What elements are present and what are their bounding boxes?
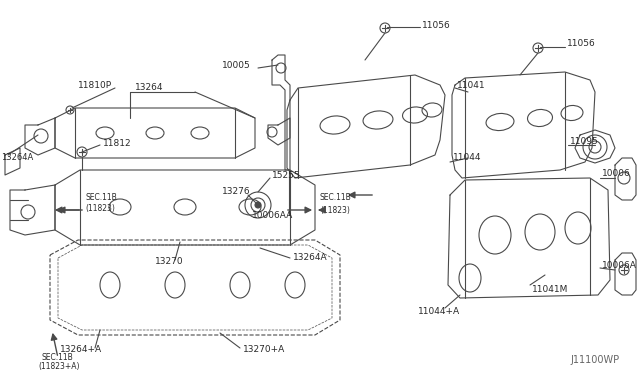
Text: 11044: 11044 (453, 154, 481, 163)
Text: 11056: 11056 (567, 39, 596, 48)
Text: 11812: 11812 (103, 138, 132, 148)
Text: 11044+A: 11044+A (418, 308, 460, 317)
Text: 11041: 11041 (457, 80, 486, 90)
Circle shape (255, 202, 261, 208)
Text: (11823): (11823) (320, 205, 350, 215)
Text: SEC.11B: SEC.11B (42, 353, 74, 362)
Text: J11100WP: J11100WP (570, 355, 619, 365)
Text: SEC.11B: SEC.11B (85, 193, 116, 202)
Text: 13276: 13276 (222, 187, 251, 196)
Text: 10005: 10005 (222, 61, 251, 71)
Text: 13264: 13264 (135, 83, 163, 92)
Text: 13270+A: 13270+A (243, 346, 285, 355)
Text: 11041M: 11041M (532, 285, 568, 295)
Text: 11810P: 11810P (78, 80, 112, 90)
Text: (11823+A): (11823+A) (38, 362, 79, 371)
Text: 13264+A: 13264+A (60, 346, 102, 355)
Text: SEC.11B: SEC.11B (320, 193, 352, 202)
Text: 10006: 10006 (602, 170, 631, 179)
Text: 10006AA: 10006AA (252, 211, 293, 219)
Text: (11823): (11823) (85, 203, 115, 212)
Text: 10006A: 10006A (602, 260, 637, 269)
Text: 15255: 15255 (272, 170, 301, 180)
Text: 13270: 13270 (155, 257, 184, 266)
Text: 13264A: 13264A (1, 154, 33, 163)
Text: 11095: 11095 (570, 138, 599, 147)
Text: 13264A: 13264A (293, 253, 328, 263)
Text: 11056: 11056 (422, 20, 451, 29)
